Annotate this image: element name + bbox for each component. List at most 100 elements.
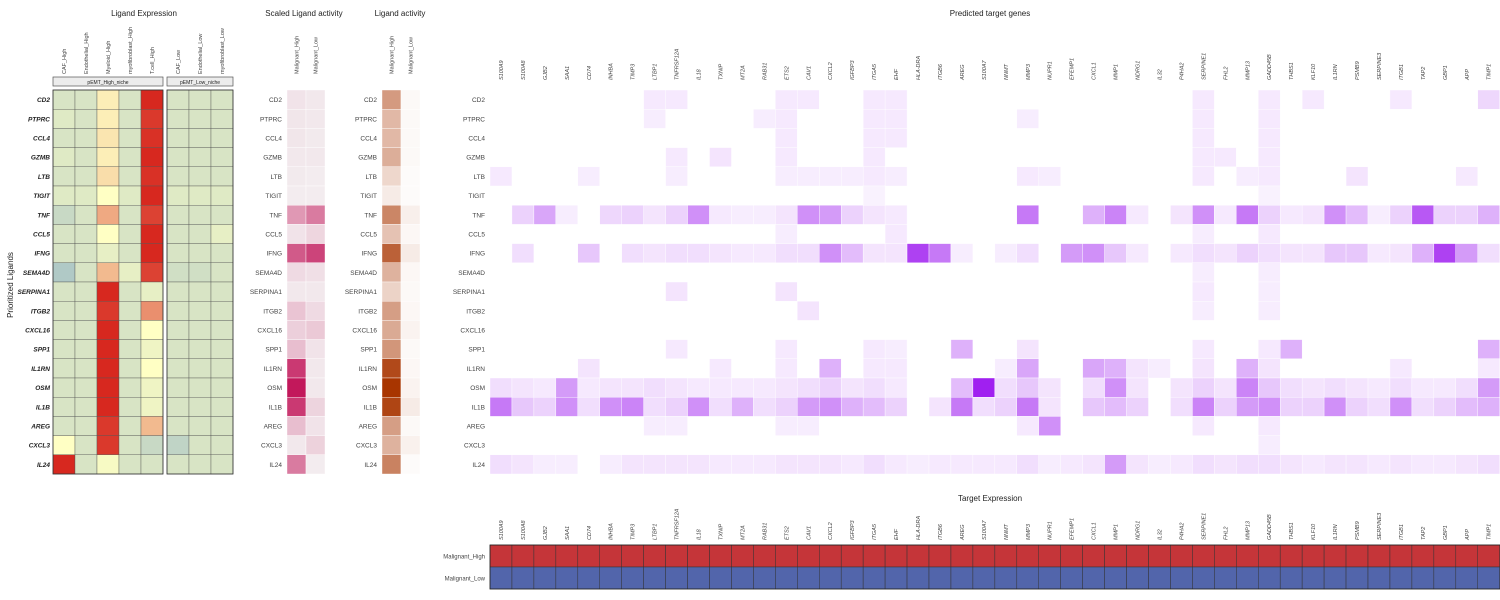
expr-cell bbox=[140, 108, 164, 129]
expr-cell bbox=[52, 416, 76, 436]
target-cell bbox=[819, 243, 842, 264]
target-cell bbox=[841, 454, 864, 475]
expr-cell bbox=[96, 147, 120, 168]
expr-cell bbox=[210, 281, 234, 302]
target-cell bbox=[1104, 243, 1127, 264]
scaled-activity-cell bbox=[305, 147, 326, 168]
row-label-cd2: CD2 bbox=[364, 97, 377, 104]
col-label-klf10: KLF10 bbox=[1311, 523, 1317, 540]
target-cell bbox=[819, 377, 842, 398]
target-expression-cell bbox=[687, 544, 710, 568]
col-label-s100a7: S100A7 bbox=[982, 59, 988, 80]
target-cell bbox=[862, 108, 886, 129]
expr-cell bbox=[96, 89, 120, 110]
target-cell bbox=[1038, 454, 1061, 475]
target-cell bbox=[1038, 397, 1061, 417]
ligand-activity-cell bbox=[400, 397, 421, 417]
target-cell bbox=[1258, 339, 1281, 360]
target-cell bbox=[1170, 243, 1193, 264]
target-cell bbox=[1477, 243, 1500, 264]
target-cell bbox=[884, 128, 908, 148]
target-cell bbox=[731, 243, 754, 264]
col-label-malignant-high: Malignant_High bbox=[390, 36, 396, 74]
target-cell bbox=[533, 204, 557, 225]
target-cell bbox=[1214, 147, 1237, 168]
expr-cell bbox=[74, 262, 98, 283]
col-label-mmp1: MMP1 bbox=[1114, 64, 1120, 80]
expr-cell bbox=[140, 281, 164, 302]
ligand-activity-cell bbox=[381, 416, 402, 436]
row-label-serpina1: SERPINA1 bbox=[250, 289, 283, 296]
col-label-il18: IL18 bbox=[697, 528, 703, 540]
row-label-ccl5: CCL5 bbox=[265, 232, 282, 239]
expr-cell bbox=[96, 108, 120, 129]
target-cell bbox=[775, 224, 798, 244]
scaled-activity-cell bbox=[286, 339, 307, 360]
target-cell bbox=[1258, 204, 1281, 225]
row-label-cd2: CD2 bbox=[472, 97, 485, 104]
expr-cell bbox=[52, 243, 76, 264]
target-cell bbox=[687, 243, 710, 264]
target-cell bbox=[775, 416, 798, 436]
target-expression-cell bbox=[753, 544, 776, 568]
target-cell bbox=[1477, 204, 1500, 225]
target-expression-cell bbox=[533, 566, 557, 590]
target-cell bbox=[775, 128, 798, 148]
expr-cell bbox=[118, 397, 142, 417]
expr-cell bbox=[52, 320, 76, 340]
target-cell bbox=[1345, 397, 1369, 417]
expr-cell bbox=[74, 397, 98, 417]
target-cell bbox=[972, 377, 996, 398]
target-cell bbox=[489, 377, 513, 398]
target-expression-frame bbox=[489, 544, 1500, 590]
expr-frame-high bbox=[52, 89, 164, 475]
target-cell bbox=[731, 377, 754, 398]
target-cell bbox=[1016, 377, 1039, 398]
row-label-areg: AREG bbox=[264, 424, 282, 431]
target-expression-cell bbox=[1455, 544, 1479, 568]
target-expression-cell bbox=[950, 566, 974, 590]
expr-cell bbox=[188, 377, 212, 398]
ligand-activity-cell bbox=[381, 301, 402, 321]
expr-cell bbox=[74, 108, 98, 129]
target-expression-cell bbox=[972, 544, 996, 568]
target-cell bbox=[1236, 397, 1259, 417]
target-cell bbox=[1236, 454, 1259, 475]
expr-cell bbox=[210, 185, 234, 206]
target-cell bbox=[533, 454, 557, 475]
col-label-gjb2: GJB2 bbox=[543, 526, 549, 540]
scaled-activity-cell bbox=[286, 377, 307, 398]
target-cell bbox=[994, 454, 1017, 475]
target-cell bbox=[884, 204, 908, 225]
expr-cell bbox=[74, 147, 98, 168]
target-cell bbox=[643, 377, 666, 398]
scaled-activity-cell bbox=[286, 416, 307, 436]
scaled-activity-cell bbox=[286, 147, 307, 168]
expr-cell bbox=[52, 339, 76, 360]
niche-label-low: pEMT_Low_niche bbox=[180, 80, 220, 86]
target-cell bbox=[577, 377, 600, 398]
target-cell bbox=[753, 204, 776, 225]
target-expression-cell bbox=[753, 566, 776, 590]
ligand-activity-cell bbox=[400, 358, 421, 379]
expr-cell bbox=[188, 435, 212, 456]
target-cell bbox=[1367, 243, 1391, 264]
col-label-nupr1: NUPR1 bbox=[1048, 521, 1054, 540]
title-scaled-ligand-activity: Scaled Ligand activity bbox=[265, 9, 342, 18]
expr-cell bbox=[96, 243, 120, 264]
row-label-ccl5: CCL5 bbox=[360, 232, 377, 239]
col-label-p4ha2: P4HA2 bbox=[1179, 523, 1185, 540]
row-label-tnf: TNF bbox=[37, 212, 51, 219]
col-label-serpine3: SERPINE3 bbox=[1377, 52, 1383, 80]
target-expression-cell bbox=[1433, 566, 1457, 590]
target-cell bbox=[1192, 301, 1215, 321]
target-expression-cell bbox=[1214, 544, 1237, 568]
target-cell bbox=[665, 147, 688, 168]
target-cell bbox=[1082, 454, 1105, 475]
expr-cell bbox=[118, 454, 142, 475]
expr-cell bbox=[52, 358, 76, 379]
col-label-malignant-low: Malignant_Low bbox=[314, 37, 320, 74]
col-label-caf-low: CAF_Low bbox=[176, 50, 182, 74]
expr-cell bbox=[74, 128, 98, 148]
target-cell bbox=[731, 454, 754, 475]
